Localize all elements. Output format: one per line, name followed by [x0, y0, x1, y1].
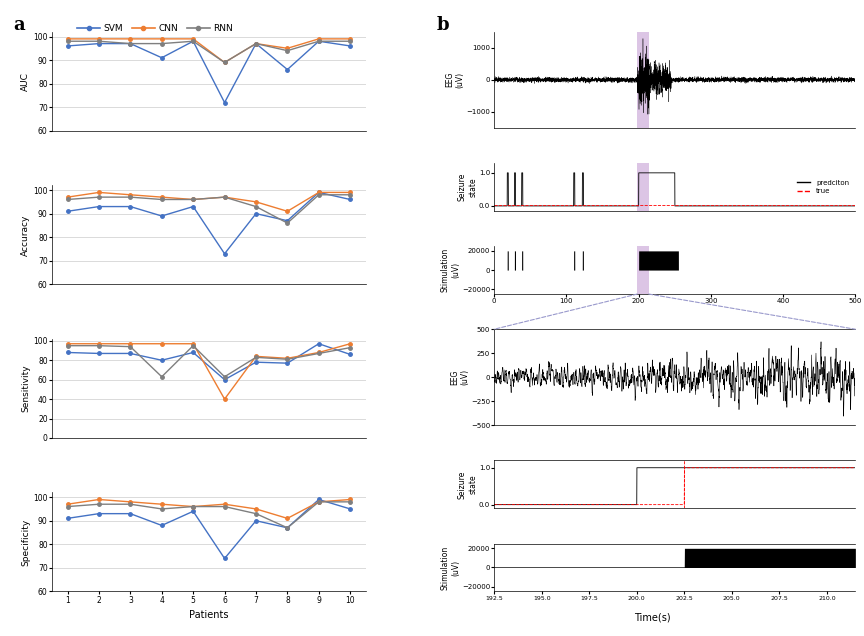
Bar	[638, 32, 649, 128]
Y-axis label: Seizure
state: Seizure state	[458, 470, 478, 499]
Bar	[638, 246, 649, 294]
Legend: predciton, true: predciton, true	[794, 177, 852, 197]
Text: b: b	[436, 16, 449, 34]
Y-axis label: AUC: AUC	[22, 72, 30, 91]
Y-axis label: EEG
(uV): EEG (uV)	[445, 72, 465, 88]
Y-axis label: Stimulation
(uV): Stimulation (uV)	[441, 545, 461, 590]
Y-axis label: Sensitivity: Sensitivity	[22, 364, 30, 412]
Text: Time(s): Time(s)	[634, 612, 670, 622]
Y-axis label: Specificity: Specificity	[22, 518, 30, 565]
Y-axis label: Stimulation
(uV): Stimulation (uV)	[441, 248, 461, 292]
Y-axis label: Seizure
state: Seizure state	[458, 173, 478, 201]
Y-axis label: EEG
(uV): EEG (uV)	[450, 369, 469, 385]
Bar	[638, 163, 649, 211]
X-axis label: Patients: Patients	[189, 610, 229, 620]
Y-axis label: Accuracy: Accuracy	[22, 214, 30, 256]
Legend: SVM, CNN, RNN: SVM, CNN, RNN	[73, 20, 237, 37]
Text: a: a	[13, 16, 24, 34]
